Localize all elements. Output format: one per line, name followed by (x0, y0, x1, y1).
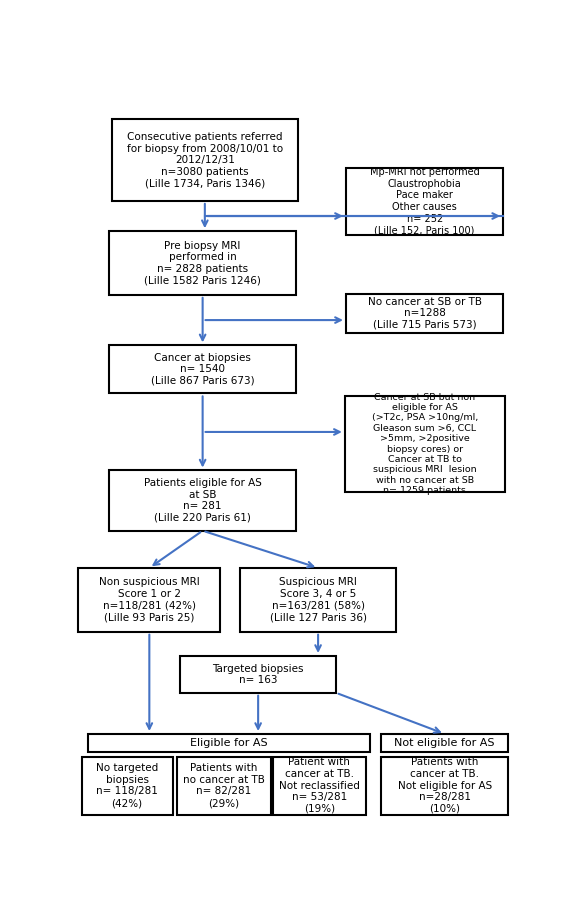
FancyBboxPatch shape (112, 120, 298, 201)
FancyBboxPatch shape (241, 568, 396, 632)
Text: Pre biopsy MRI
performed in
n= 2828 patients
(Lille 1582 Paris 1246): Pre biopsy MRI performed in n= 2828 pati… (144, 240, 261, 286)
Text: No cancer at SB or TB
n=1288
(Lille 715 Paris 573): No cancer at SB or TB n=1288 (Lille 715 … (368, 297, 482, 330)
Text: Eligible for AS: Eligible for AS (190, 738, 268, 748)
FancyBboxPatch shape (382, 734, 508, 752)
Text: Patients with
no cancer at TB
n= 82/281
(29%): Patients with no cancer at TB n= 82/281 … (183, 764, 265, 808)
Text: Patients with
cancer at TB.
Not eligible for AS
n=28/281
(10%): Patients with cancer at TB. Not eligible… (398, 757, 492, 814)
FancyBboxPatch shape (346, 168, 504, 235)
Text: Non suspicious MRI
Score 1 or 2
n=118/281 (42%)
(Lille 93 Paris 25): Non suspicious MRI Score 1 or 2 n=118/28… (99, 577, 200, 623)
Text: No targeted
biopsies
n= 118/281
(42%): No targeted biopsies n= 118/281 (42%) (96, 764, 158, 808)
Text: Not eligible for AS: Not eligible for AS (394, 738, 495, 748)
FancyBboxPatch shape (177, 756, 270, 815)
Text: Cancer at SB but non
eligible for AS
(>T2c, PSA >10ng/ml,
Gleason sum >6, CCL
>5: Cancer at SB but non eligible for AS (>T… (371, 392, 478, 495)
Text: Targeted biopsies
n= 163: Targeted biopsies n= 163 (213, 663, 304, 685)
FancyBboxPatch shape (81, 756, 172, 815)
FancyBboxPatch shape (109, 345, 296, 393)
FancyBboxPatch shape (79, 568, 221, 632)
Text: Suspicious MRI
Score 3, 4 or 5
n=163/281 (58%)
(Lille 127 Paris 36): Suspicious MRI Score 3, 4 or 5 n=163/281… (269, 577, 367, 623)
FancyBboxPatch shape (346, 294, 504, 332)
Text: Patients eligible for AS
at SB
n= 281
(Lille 220 Paris 61): Patients eligible for AS at SB n= 281 (L… (144, 478, 261, 523)
FancyBboxPatch shape (109, 231, 296, 295)
Text: Patient with
cancer at TB.
Not reclassified
n= 53/281
(19%): Patient with cancer at TB. Not reclassif… (279, 757, 360, 814)
Text: Consecutive patients referred
for biopsy from 2008/10/01 to
2012/12/31
n=3080 pa: Consecutive patients referred for biopsy… (127, 132, 283, 189)
FancyBboxPatch shape (382, 756, 508, 815)
Text: Mp-MRI not performed
Claustrophobia
Pace maker
Other causes
n= 252
(Lille 152, P: Mp-MRI not performed Claustrophobia Pace… (370, 168, 480, 235)
Text: Cancer at biopsies
n= 1540
(Lille 867 Paris 673): Cancer at biopsies n= 1540 (Lille 867 Pa… (151, 353, 254, 386)
FancyBboxPatch shape (109, 471, 296, 530)
FancyBboxPatch shape (88, 734, 370, 752)
FancyBboxPatch shape (180, 656, 336, 693)
FancyBboxPatch shape (273, 756, 366, 815)
FancyBboxPatch shape (345, 396, 505, 492)
